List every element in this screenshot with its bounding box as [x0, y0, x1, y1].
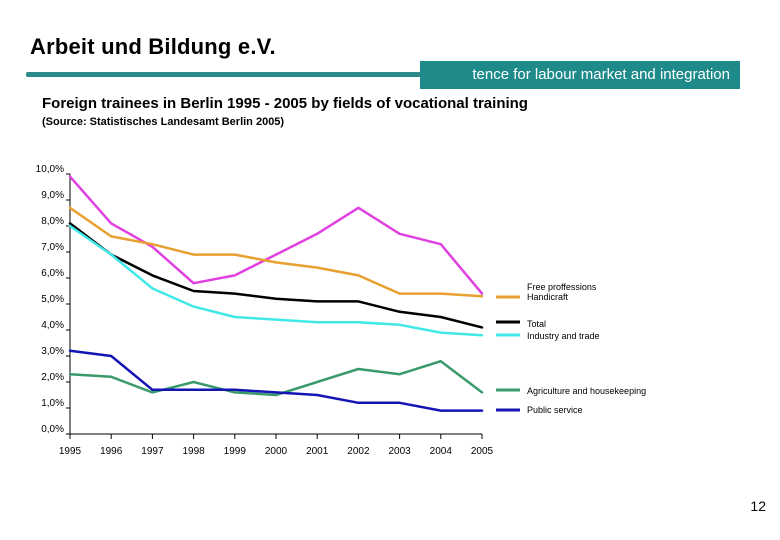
legend-label: Industry and trade [527, 331, 600, 341]
tagline-banner: tence for labour market and integration [420, 61, 740, 89]
legend-label: Agriculture and housekeeping [527, 386, 646, 396]
series-line [68, 206, 484, 298]
x-tick-label: 2003 [388, 446, 411, 457]
x-tick-label: 1999 [224, 446, 247, 457]
chart-title: Foreign trainees in Berlin 1995 - 2005 b… [42, 95, 528, 112]
legend-label: Total [527, 319, 546, 329]
y-tick-label: 5,0% [41, 294, 64, 305]
x-tick-label: 2002 [347, 446, 370, 457]
series-line [68, 175, 484, 295]
legend-label: Public service [527, 405, 583, 415]
y-tick-label: 4,0% [41, 320, 64, 331]
x-tick-label: 1996 [100, 446, 123, 457]
y-tick-label: 2,0% [41, 372, 64, 383]
header-divider [26, 72, 422, 77]
y-tick-label: 1,0% [41, 398, 64, 409]
y-tick-label: 10,0% [36, 164, 64, 175]
y-tick-label: 6,0% [41, 268, 64, 279]
page-number: 12 [750, 498, 766, 514]
x-tick-label: 1997 [141, 446, 164, 457]
series-line [68, 349, 484, 412]
series-line [68, 359, 484, 397]
x-tick-label: 1995 [59, 446, 82, 457]
y-tick-label: 8,0% [41, 216, 64, 227]
x-tick-label: 2001 [306, 446, 329, 457]
org-title: Arbeit und Bildung e.V. [30, 34, 276, 59]
series-line [68, 224, 484, 337]
x-tick-label: 1998 [182, 446, 205, 457]
x-tick-label: 2004 [430, 446, 453, 457]
y-tick-label: 9,0% [41, 190, 64, 201]
tagline-text: tence for labour market and integration [472, 66, 730, 83]
x-tick-label: 2005 [471, 446, 494, 457]
y-tick-label: 7,0% [41, 242, 64, 253]
legend-label: Handicraft [527, 292, 569, 302]
series-line [68, 222, 484, 329]
y-tick-label: 3,0% [41, 346, 64, 357]
x-tick-label: 2000 [265, 446, 288, 457]
legend-label: Free proffessions [527, 282, 597, 292]
y-tick-label: 0,0% [41, 424, 64, 435]
chart-source: (Source: Statistisches Landesamt Berlin … [42, 116, 285, 128]
